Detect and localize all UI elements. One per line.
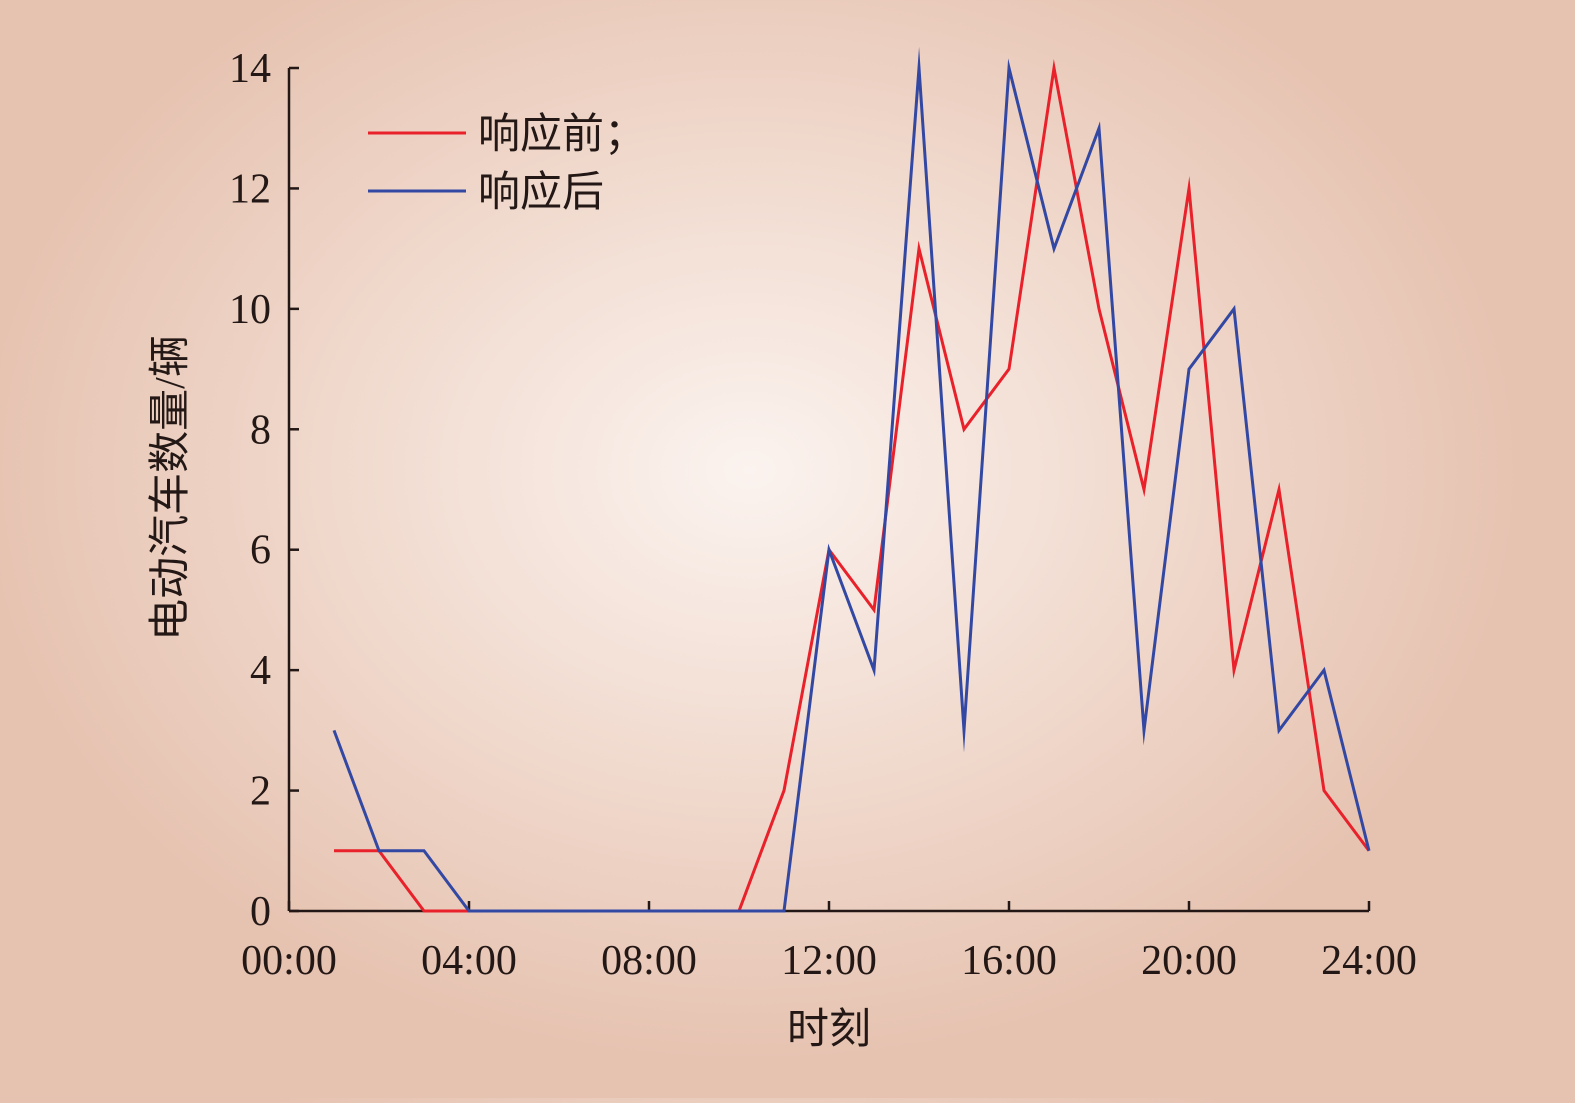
x-tick-label: 20:00 xyxy=(1141,938,1237,984)
x-tick-label: 16:00 xyxy=(961,938,1057,984)
y-tick-label: 6 xyxy=(250,528,271,574)
legend-label-1: 响应前； xyxy=(478,111,646,158)
legend: 响应前； 响应后 xyxy=(368,111,646,216)
x-axis-title: 时刻 xyxy=(787,1007,871,1053)
legend-label-2: 响应后 xyxy=(478,169,604,216)
y-tick-label: 0 xyxy=(250,889,271,935)
y-tick-label: 10 xyxy=(229,287,271,333)
x-tick-label: 12:00 xyxy=(781,938,877,984)
x-tick-label: 24:00 xyxy=(1321,938,1417,984)
y-axis-title: 电动汽车数量/辆 xyxy=(148,335,194,641)
y-tick-label: 8 xyxy=(250,407,271,453)
y-tick-label: 14 xyxy=(229,46,271,92)
y-tick-label: 12 xyxy=(229,166,271,212)
x-tick-label: 04:00 xyxy=(421,938,517,984)
y-tick-label: 2 xyxy=(250,769,271,815)
axes xyxy=(289,68,1369,911)
x-tick-label: 00:00 xyxy=(241,938,337,984)
x-axis-ticks: 00:00 04:00 08:00 12:00 16:00 20:00 24:00 xyxy=(241,901,1417,984)
y-tick-label: 4 xyxy=(250,648,271,694)
x-tick-label: 08:00 xyxy=(601,938,697,984)
